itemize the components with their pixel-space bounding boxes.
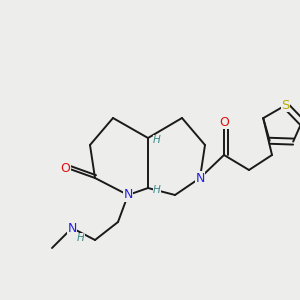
Text: H: H (77, 233, 85, 243)
Text: O: O (60, 161, 70, 175)
Text: N: N (67, 221, 77, 235)
Text: N: N (123, 188, 133, 202)
Text: H: H (153, 185, 161, 195)
Text: O: O (219, 116, 229, 128)
Text: S: S (281, 99, 290, 112)
Text: N: N (195, 172, 205, 184)
Text: H: H (153, 135, 161, 145)
